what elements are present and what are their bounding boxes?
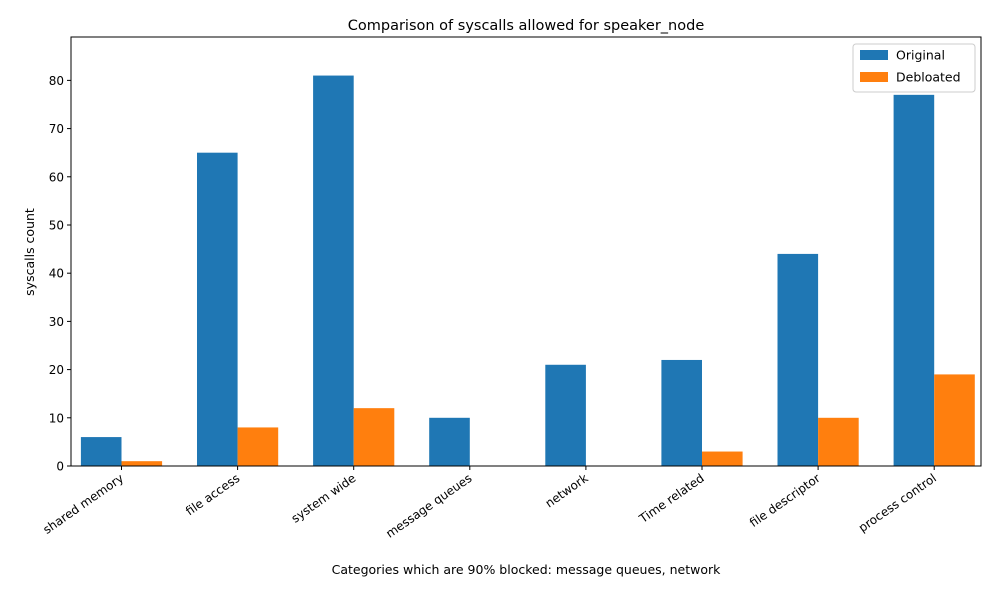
bar-debloated-2 [353,408,395,466]
legend-label-original: Original [896,48,945,63]
y-tick-label: 0 [56,460,64,474]
y-tick-label: 80 [49,74,64,88]
bar-debloated-0 [121,461,163,466]
y-axis: 0 10 20 30 40 50 60 70 80 [49,74,71,474]
bar-original-6 [777,253,819,466]
plot-frame [70,36,982,467]
y-tick-label: 40 [49,267,64,281]
x-axis-label: Categories which are 90% blocked: messag… [332,562,722,577]
bar-debloated-7 [934,374,975,466]
y-tick-label: 50 [49,218,64,232]
bar-debloated-6 [818,417,859,466]
y-axis-label: syscalls count [22,208,37,296]
y-tick-label: 10 [49,411,64,425]
y-tick-label: 30 [49,315,64,329]
bar-original-3 [429,417,470,466]
legend: Original Debloated [852,43,976,93]
bar-original-4 [545,364,586,466]
bar-original-1 [197,152,238,466]
bar-original-0 [80,437,122,466]
y-tick-label: 20 [49,363,64,377]
bar-original-7 [893,94,935,466]
y-tick-label: 70 [49,122,64,136]
legend-swatch-debloated [860,72,888,82]
bar-debloated-5 [702,451,743,466]
y-tick-label: 60 [49,170,64,184]
bar-original-2 [313,75,354,466]
legend-label-debloated: Debloated [896,70,961,85]
bar-debloated-1 [237,427,279,466]
legend-swatch-original [860,50,888,60]
chart-title: Comparison of syscalls allowed for speak… [348,18,705,34]
bar-original-5 [661,359,702,466]
bars [80,75,975,466]
